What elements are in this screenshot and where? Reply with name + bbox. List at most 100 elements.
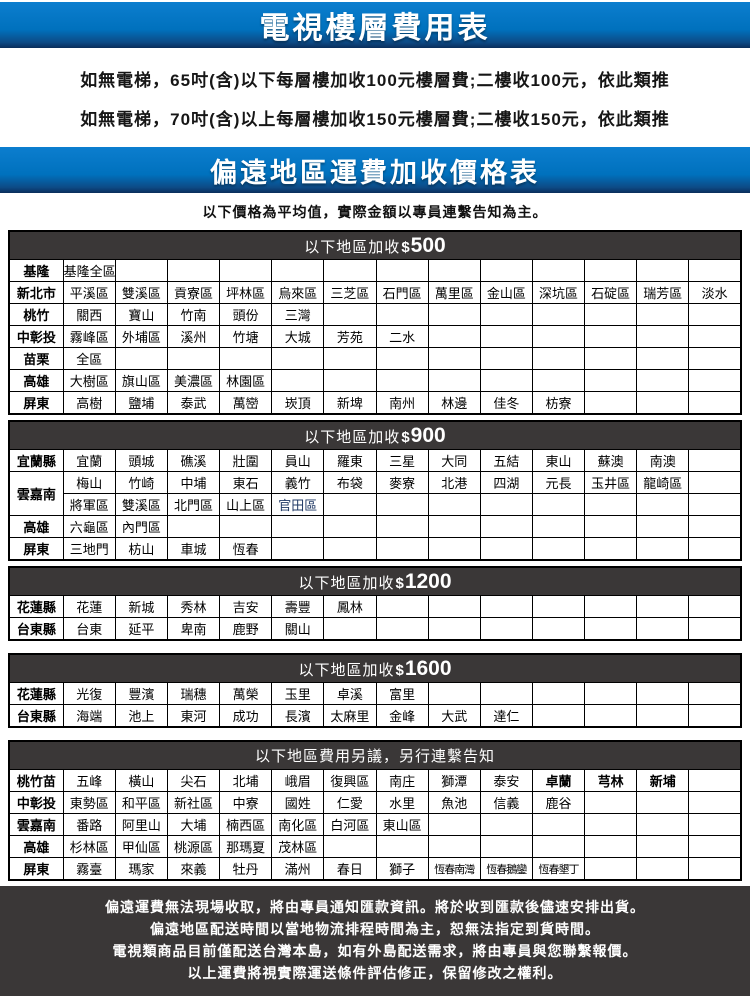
empty-cell bbox=[636, 857, 690, 881]
region-group-label: 花蓮縣 bbox=[8, 595, 64, 618]
empty-cell bbox=[688, 595, 742, 618]
empty-cell bbox=[531, 537, 586, 561]
region-cell: 金峰 bbox=[375, 704, 429, 728]
table-row: 台東縣 台東 延平 卑南 鹿野 關山 bbox=[8, 617, 742, 641]
region-cell: 枋山 bbox=[114, 537, 168, 561]
table-header-row: 以下地區加收$1600 bbox=[8, 653, 742, 683]
empty-cell bbox=[636, 617, 690, 641]
region-cell: 南澳 bbox=[636, 449, 690, 472]
empty-cell bbox=[636, 325, 690, 348]
empty-cell bbox=[636, 537, 690, 561]
empty-cell bbox=[479, 369, 533, 392]
empty-cell bbox=[375, 259, 429, 282]
region-cell: 壯圍 bbox=[219, 449, 273, 472]
table-row: 桃竹苗 五峰 橫山 尖石 北埔 峨眉 復興區 南庄 獅潭 泰安 卓蘭 芎林 新埔 bbox=[8, 769, 742, 792]
region-cell: 將軍區 bbox=[62, 493, 116, 516]
region-cell: 寶山 bbox=[114, 303, 168, 326]
region-group-label: 中彰投 bbox=[8, 325, 64, 348]
surcharge-header-bar: 以下地區費用另議，另行連繫告知 bbox=[8, 740, 742, 770]
region-cell: 中埔 bbox=[166, 471, 221, 494]
region-group-label: 屏東 bbox=[8, 391, 64, 415]
region-cell: 成功 bbox=[219, 704, 273, 728]
footer-line-rights: 以上運費將視實際運送條件評估修正，保留修改之權利。 bbox=[187, 965, 563, 981]
empty-cell bbox=[479, 515, 533, 538]
surcharge-amount: 1200 bbox=[404, 569, 452, 593]
region-cell: 平溪區 bbox=[62, 281, 116, 304]
region-cell: 來義 bbox=[166, 857, 221, 881]
region-cell: 豐濱 bbox=[114, 682, 168, 705]
empty-cell bbox=[323, 617, 377, 641]
region-cell: 霧臺 bbox=[62, 857, 116, 881]
region-cell: 鹿谷 bbox=[531, 791, 586, 814]
surcharge-900-table: 以下地區加收$900 宜蘭縣 宜蘭 頭城 礁溪 壯圍 員山 羅東 三星 大同 五結 東山 蘇澳 南澳 雲嘉南… bbox=[8, 420, 742, 561]
region-group-label: 新北市 bbox=[8, 281, 64, 304]
surcharge-tables-region: 以下地區加收$500 基隆 基隆全區 新北市 平溪區 雙溪區 貢寮區 坪林區 烏來區 三芝區 石門區… bbox=[0, 230, 750, 886]
empty-cell bbox=[636, 813, 690, 836]
region-cell: 太麻里 bbox=[323, 704, 377, 728]
surcharge-header-bar: 以下地區加收$1200 bbox=[8, 566, 742, 596]
empty-cell bbox=[584, 791, 638, 814]
region-cell: 三星 bbox=[375, 449, 429, 472]
region-group-label: 桃竹 bbox=[8, 303, 64, 326]
empty-cell bbox=[531, 813, 586, 836]
empty-cell bbox=[584, 515, 638, 538]
region-cell: 貢寮區 bbox=[166, 281, 221, 304]
table-row: 將軍區 雙溪區 北門區 山上區 官田區 bbox=[9, 493, 742, 516]
empty-cell bbox=[584, 617, 638, 641]
empty-cell bbox=[584, 391, 638, 415]
region-group-label: 苗栗 bbox=[8, 347, 64, 370]
empty-cell bbox=[636, 303, 690, 326]
region-cell: 五峰 bbox=[62, 769, 116, 792]
empty-cell bbox=[636, 259, 690, 282]
region-cell: 崁頂 bbox=[271, 391, 325, 415]
region-cell: 竹塘 bbox=[219, 325, 273, 348]
region-cell: 義竹 bbox=[271, 471, 325, 494]
region-cell: 信義 bbox=[479, 791, 533, 814]
region-cell: 玉里 bbox=[271, 682, 325, 705]
empty-cell bbox=[323, 259, 377, 282]
region-cell: 芎林 bbox=[584, 769, 638, 792]
empty-cell bbox=[323, 515, 377, 538]
region-cell: 水里 bbox=[375, 791, 429, 814]
remote-area-fee-title: 偏遠地區運費加收價格表 bbox=[210, 157, 540, 188]
region-group-label: 高雄 bbox=[8, 369, 64, 392]
region-cell: 內門區 bbox=[114, 515, 168, 538]
empty-cell bbox=[479, 835, 533, 858]
region-cell: 林邊 bbox=[427, 391, 481, 415]
empty-cell bbox=[636, 515, 690, 538]
region-cell: 員山 bbox=[271, 449, 325, 472]
empty-cell bbox=[427, 259, 481, 282]
region-cell: 頭城 bbox=[114, 449, 168, 472]
remote-area-fee-banner: 偏遠地區運費加收價格表 bbox=[0, 147, 750, 193]
region-cell: 北埔 bbox=[219, 769, 273, 792]
empty-cell bbox=[636, 704, 690, 728]
empty-cell bbox=[531, 303, 586, 326]
region-group-label: 屏東 bbox=[8, 537, 64, 561]
empty-cell bbox=[479, 537, 533, 561]
empty-cell bbox=[479, 813, 533, 836]
empty-cell bbox=[688, 347, 742, 370]
elevator-note-over-70: 如無電梯，70吋(含)以上每層樓加收150元樓層費;二樓收150元，依此類推 bbox=[80, 109, 670, 129]
region-cell: 南庄 bbox=[375, 769, 429, 792]
currency-symbol: $ bbox=[395, 661, 405, 679]
region-cell: 頭份 bbox=[219, 303, 273, 326]
region-group-label: 宜蘭縣 bbox=[8, 449, 64, 472]
empty-cell bbox=[531, 515, 586, 538]
empty-cell bbox=[375, 369, 429, 392]
region-cell: 雙溪區 bbox=[114, 281, 168, 304]
region-cell: 三灣 bbox=[271, 303, 325, 326]
empty-cell bbox=[271, 369, 325, 392]
empty-cell bbox=[584, 537, 638, 561]
region-cell: 大城 bbox=[271, 325, 325, 348]
empty-cell bbox=[427, 537, 481, 561]
region-cell: 恆春南灣 bbox=[427, 857, 481, 881]
empty-cell bbox=[688, 857, 742, 881]
elevator-note-under-65: 如無電梯，65吋(含)以下每層樓加收100元樓層費;二樓收100元，依此類推 bbox=[80, 70, 670, 90]
table-row: 高雄 大樹區 旗山區 美濃區 林園區 bbox=[8, 369, 742, 392]
empty-cell bbox=[323, 537, 377, 561]
empty-cell bbox=[584, 303, 638, 326]
region-group-label: 桃竹苗 bbox=[8, 769, 64, 792]
empty-cell bbox=[531, 682, 586, 705]
footer-line-mainland-only: 電視類商品目前僅配送台灣本島，如有外島配送需求，將由專員與您聯繫報價。 bbox=[112, 943, 638, 959]
region-cell: 番路 bbox=[62, 813, 116, 836]
